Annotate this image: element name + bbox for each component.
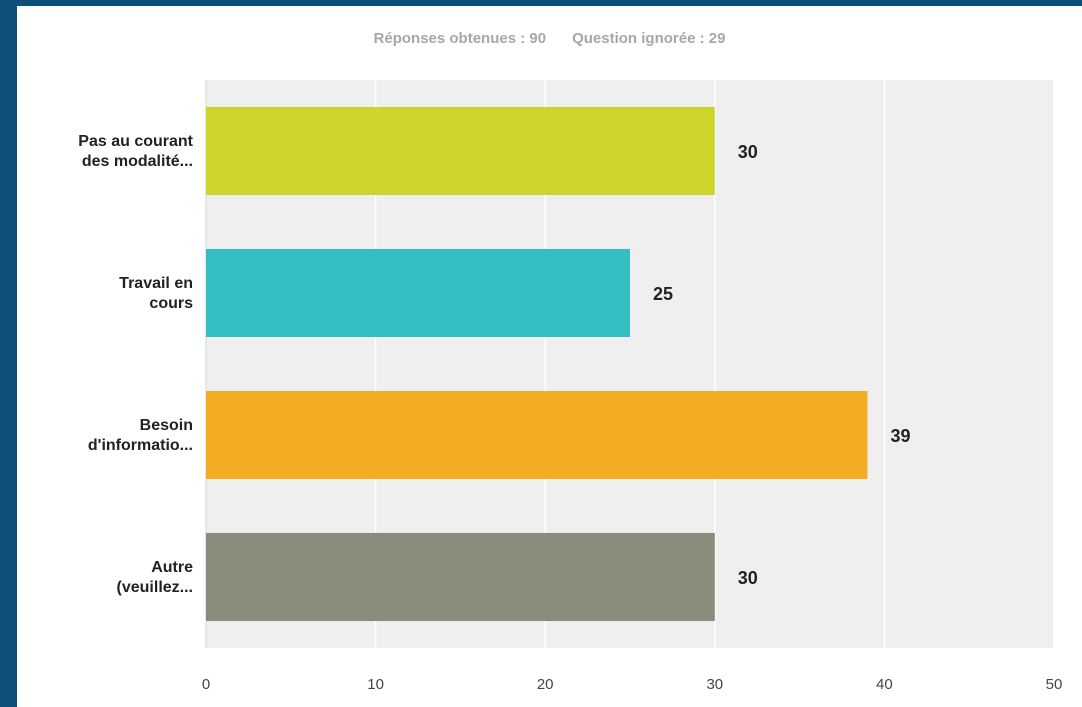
data-label: 39 — [890, 426, 910, 446]
skipped-count: Question ignorée : 29 — [572, 30, 726, 47]
category-label: Pas au courant des modalité... — [78, 133, 193, 170]
data-label: 30 — [738, 142, 758, 162]
category-label: Travail en cours — [119, 275, 193, 312]
bar — [206, 532, 715, 622]
x-tick-label: 10 — [367, 676, 384, 693]
bar — [206, 248, 630, 338]
x-tick-label: 50 — [1046, 676, 1063, 693]
answered-count: Réponses obtenues : 90 — [373, 30, 547, 47]
chart-panel: Réponses obtenues : 90 Question ignorée :… — [17, 6, 1082, 707]
data-label: 30 — [738, 568, 758, 588]
category-label: Autre (veuillez... — [117, 559, 194, 596]
bar-chart: 30 Pas au courant des modalité... 25 Travail… — [78, 80, 1063, 693]
x-tick-label: 0 — [202, 676, 210, 693]
response-summary: Réponses obtenues : 90 Question ignorée :… — [17, 30, 1082, 47]
x-tick-label: 20 — [537, 676, 554, 693]
category-label: Besoin d'informatio... — [88, 417, 193, 454]
x-tick-label: 40 — [876, 676, 893, 693]
data-label: 25 — [653, 284, 673, 304]
bar — [206, 390, 868, 480]
bar — [206, 106, 715, 196]
x-tick-label: 30 — [706, 676, 723, 693]
